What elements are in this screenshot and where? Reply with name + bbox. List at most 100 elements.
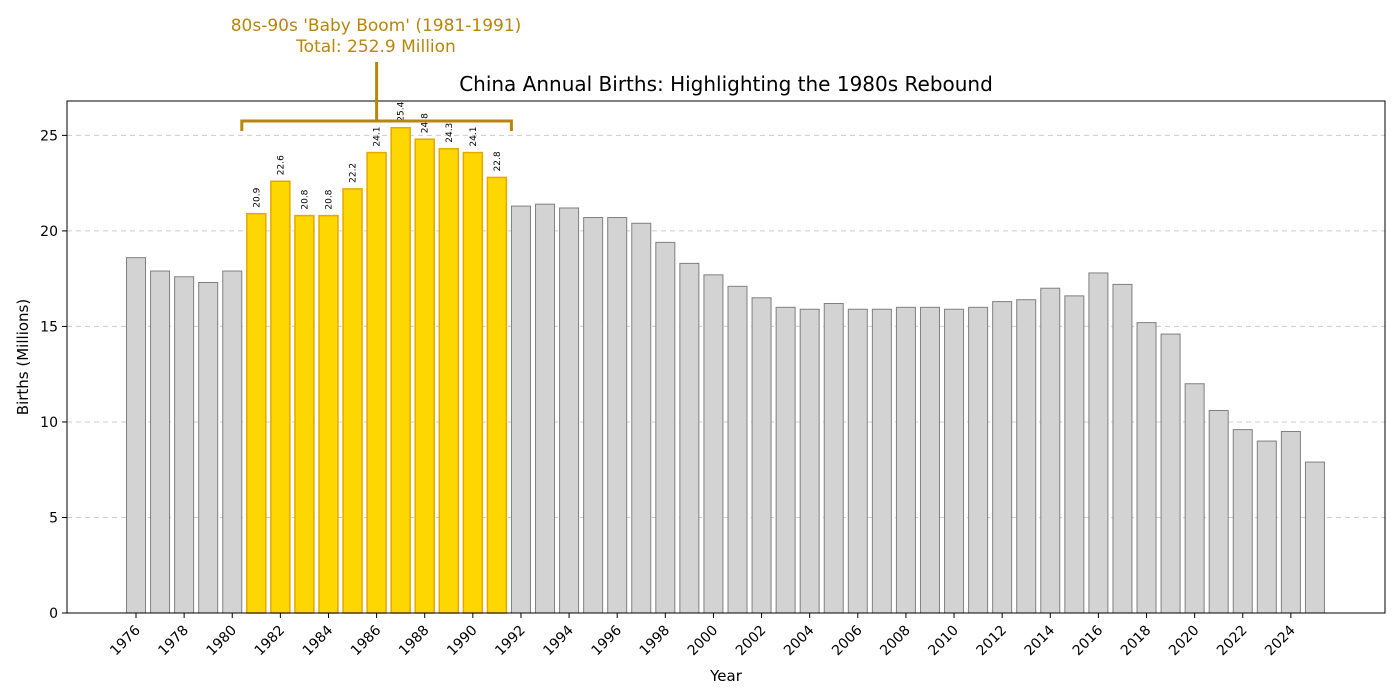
bar-1980 bbox=[222, 270, 243, 614]
bar-1984 bbox=[318, 214, 339, 614]
bar-value-labels: 20.9 22.6 20.8 20.8 22.2 24.1 25.4 24.8 24.3 24.1… bbox=[252, 101, 503, 209]
bar-2012 bbox=[992, 301, 1013, 614]
bar-value-label-1991: 22.8 bbox=[493, 151, 503, 171]
x-tick-label-1982: 1982 bbox=[252, 623, 289, 660]
bar-1977 bbox=[150, 270, 171, 614]
bar-1997 bbox=[631, 222, 652, 614]
bar-2023 bbox=[1256, 440, 1277, 614]
x-tick-label-2000: 2000 bbox=[685, 623, 722, 660]
bar-value-label-1981: 20.9 bbox=[252, 187, 262, 207]
x-tick-label-2006: 2006 bbox=[829, 622, 866, 659]
bar-2000 bbox=[703, 274, 724, 614]
bar-1995 bbox=[583, 217, 604, 614]
baby-boom-annotation: 80s-90s 'Baby Boom' (1981-1991) Total: 2… bbox=[231, 16, 522, 131]
bar-1981 bbox=[246, 212, 267, 614]
bar-1976 bbox=[126, 257, 146, 614]
bar-1982 bbox=[270, 180, 291, 614]
x-tick-label-2022: 2022 bbox=[1214, 623, 1251, 660]
bar-2011 bbox=[968, 306, 989, 614]
bar-2013 bbox=[1016, 299, 1037, 614]
bar-1992 bbox=[510, 205, 531, 614]
bar-2002 bbox=[751, 297, 772, 614]
x-tick-label-2014: 2014 bbox=[1022, 622, 1059, 659]
annotation-line-1: 80s-90s 'Baby Boom' (1981-1991) bbox=[231, 16, 522, 36]
bar-1988 bbox=[414, 138, 435, 614]
bar-2025 bbox=[1304, 461, 1325, 614]
x-tick-label-1986: 1986 bbox=[348, 622, 385, 659]
bar-value-label-1984: 20.8 bbox=[324, 189, 334, 209]
y-tick-label: 5 bbox=[49, 510, 58, 526]
x-tick-label-1990: 1990 bbox=[444, 623, 481, 660]
bar-2019 bbox=[1160, 333, 1181, 614]
x-tick-label-1994: 1994 bbox=[540, 622, 577, 659]
bar-2016 bbox=[1088, 272, 1109, 614]
bar-value-label-1982: 22.6 bbox=[276, 155, 286, 175]
bar-value-label-1988: 24.8 bbox=[421, 113, 431, 133]
plot-frame bbox=[66, 100, 1386, 614]
annotation-line-2: Total: 252.9 Million bbox=[295, 37, 456, 57]
bar-2015 bbox=[1064, 295, 1085, 614]
bar-2006 bbox=[847, 308, 868, 614]
x-tick-label-2002: 2002 bbox=[733, 623, 770, 660]
bar-2007 bbox=[871, 308, 892, 614]
bar-value-label-1983: 20.8 bbox=[300, 189, 310, 209]
x-tick-label-1976: 1976 bbox=[107, 622, 144, 659]
bar-1993 bbox=[535, 203, 556, 614]
x-axis: 1976 1978 1980 1982 1984 1986 1988 1990 1992 1994… bbox=[107, 613, 1299, 660]
bar-1983 bbox=[294, 214, 315, 614]
x-tick-label-2020: 2020 bbox=[1166, 623, 1203, 660]
x-tick-label-2018: 2018 bbox=[1118, 623, 1155, 660]
bar-2021 bbox=[1208, 409, 1229, 614]
x-tick-label-1998: 1998 bbox=[637, 623, 674, 660]
bar-value-label-1989: 24.3 bbox=[445, 123, 455, 143]
bar-2018 bbox=[1136, 322, 1157, 614]
x-axis-label: Year bbox=[709, 667, 743, 685]
bar-2005 bbox=[823, 303, 844, 614]
x-tick-label-2008: 2008 bbox=[877, 623, 914, 660]
bar-1999 bbox=[679, 262, 700, 614]
bar-1990 bbox=[462, 151, 484, 614]
x-tick-label-2012: 2012 bbox=[973, 623, 1010, 660]
bar-2009 bbox=[919, 306, 940, 614]
chart-title: China Annual Births: Highlighting the 19… bbox=[459, 72, 993, 96]
bar-1979 bbox=[198, 281, 219, 614]
x-tick-label-1992: 1992 bbox=[492, 623, 529, 660]
y-axis-label: Births (Millions) bbox=[14, 299, 32, 415]
bar-value-label-1990: 24.1 bbox=[469, 127, 479, 147]
x-tick-label-1984: 1984 bbox=[300, 622, 337, 659]
bar-2020 bbox=[1184, 383, 1205, 614]
x-tick-label-2010: 2010 bbox=[925, 623, 962, 660]
x-tick-label-2004: 2004 bbox=[781, 622, 818, 659]
bar-2022 bbox=[1232, 429, 1253, 614]
x-tick-label-1988: 1988 bbox=[396, 623, 433, 660]
bar-1985 bbox=[342, 188, 363, 614]
bar-1994 bbox=[559, 207, 580, 614]
bars bbox=[126, 126, 1325, 614]
bar-1987 bbox=[390, 126, 411, 614]
bar-value-label-1986: 24.1 bbox=[373, 127, 383, 147]
bar-1978 bbox=[174, 276, 195, 614]
bar-2017 bbox=[1112, 283, 1133, 614]
bar-2024 bbox=[1280, 431, 1301, 614]
bar-1991 bbox=[486, 176, 508, 614]
y-tick-label: 0 bbox=[49, 606, 58, 622]
bar-value-label-1987: 25.4 bbox=[397, 101, 407, 121]
bar-2010 bbox=[944, 308, 965, 614]
y-tick-label: 20 bbox=[40, 224, 58, 240]
bar-1996 bbox=[607, 217, 628, 614]
x-tick-label-1980: 1980 bbox=[204, 623, 241, 660]
bar-2001 bbox=[727, 285, 748, 614]
bar-2014 bbox=[1040, 287, 1061, 614]
x-tick-label-1978: 1978 bbox=[155, 623, 192, 660]
y-tick-label: 15 bbox=[40, 319, 58, 335]
y-tick-label: 25 bbox=[40, 128, 58, 144]
x-tick-label-1996: 1996 bbox=[589, 622, 626, 659]
bar-1986 bbox=[366, 151, 387, 614]
bar-2008 bbox=[895, 306, 916, 614]
bar-2003 bbox=[775, 306, 796, 614]
bar-value-label-1985: 22.2 bbox=[349, 163, 359, 183]
bar-1998 bbox=[655, 241, 676, 614]
bar-2004 bbox=[799, 308, 820, 614]
y-axis: 0 5 10 15 20 25 bbox=[40, 128, 67, 622]
